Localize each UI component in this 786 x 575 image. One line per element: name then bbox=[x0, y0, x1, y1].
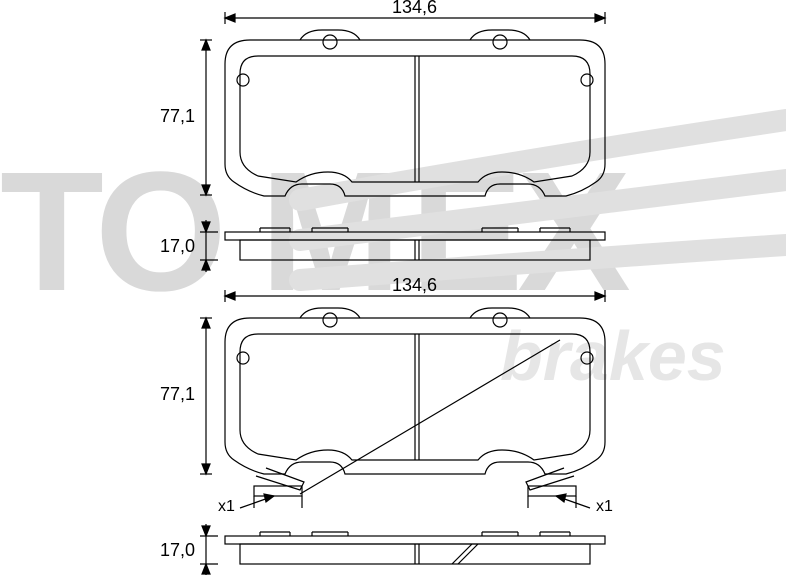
bottom-pad-side bbox=[0, 0, 786, 575]
drawing-canvas: TO EX M brakes bbox=[0, 0, 786, 575]
dim-thick-bottom: 17,0 bbox=[160, 540, 195, 561]
